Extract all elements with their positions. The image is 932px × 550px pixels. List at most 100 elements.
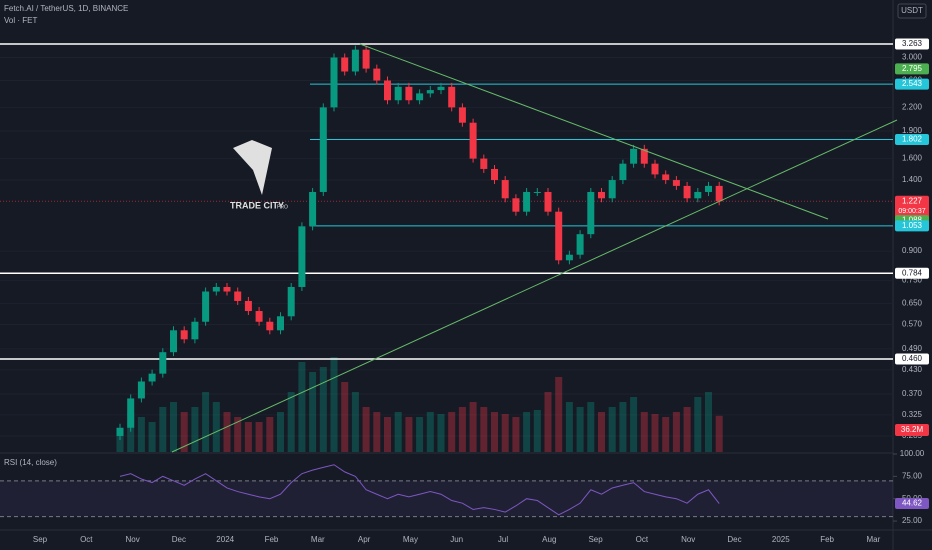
candle-body <box>662 174 670 181</box>
candle-body <box>191 321 199 340</box>
symbol-title[interactable]: Fetch.AI / TetherUS, 1D, BINANCE <box>4 4 128 13</box>
volume-bar <box>212 402 220 452</box>
candle-body <box>651 163 659 175</box>
volume-bar <box>630 397 638 452</box>
currency-button[interactable] <box>897 3 927 19</box>
time-label: May <box>403 535 418 544</box>
time-label: Dec <box>172 535 186 544</box>
candle-body <box>608 180 616 199</box>
volume-bar <box>416 417 424 452</box>
candle-body <box>437 86 445 91</box>
time-label: 2025 <box>772 535 790 544</box>
volume-bar <box>458 407 466 452</box>
price-badge <box>895 353 929 365</box>
candle-body <box>319 107 327 192</box>
rsi-line <box>119 464 720 516</box>
price-badge-label: 2.795 <box>902 64 923 73</box>
volume-bar <box>587 402 595 452</box>
price-tick-label: 1.400 <box>902 175 923 184</box>
volume-bar <box>127 412 135 452</box>
volume-bar <box>555 377 563 452</box>
candle-body <box>715 185 723 202</box>
candle-body <box>341 57 349 72</box>
time-label: Feb <box>265 535 279 544</box>
candle-body <box>277 316 284 331</box>
candle-body <box>544 191 552 212</box>
price-badge-label: 1.227 <box>902 196 923 205</box>
volume-bar <box>501 414 509 452</box>
time-label: Mar <box>867 535 881 544</box>
volume-bar <box>512 417 520 452</box>
candle-body <box>255 311 263 322</box>
candle-body <box>384 80 391 101</box>
price-badge <box>895 63 929 75</box>
candle-body <box>523 191 531 212</box>
volume-bar <box>309 372 317 452</box>
price-badge-label: 0.784 <box>902 268 923 277</box>
volume-bar <box>170 402 177 452</box>
time-label: Mar <box>311 535 325 544</box>
candle-body <box>116 427 124 436</box>
volume-bar <box>405 417 413 452</box>
candle-body <box>598 191 605 199</box>
volume-bar <box>523 412 531 452</box>
candle-body <box>298 226 306 287</box>
time-label: 2024 <box>216 535 234 544</box>
candle-body <box>309 191 317 227</box>
time-label: Jun <box>450 535 463 544</box>
candle-body <box>694 191 702 199</box>
logo-text: TRADE CITY <box>230 200 284 210</box>
price-badge-label: 1.053 <box>902 221 923 230</box>
candle-body <box>170 330 177 353</box>
rsi-title[interactable]: RSI (14, close) <box>4 458 57 467</box>
volume-bar <box>330 357 338 452</box>
candle-body <box>234 291 242 301</box>
volume-bar <box>619 402 627 452</box>
time-label: Nov <box>681 535 695 544</box>
time-label: Oct <box>636 535 649 544</box>
price-badge-label: 0.460 <box>902 354 923 363</box>
rsi-tick-label: 75.00 <box>902 471 923 480</box>
volume-title[interactable]: Vol · FET <box>4 16 37 25</box>
time-label: Apr <box>358 535 371 544</box>
volume-bar <box>662 417 670 452</box>
volume-bar <box>159 407 167 452</box>
candle-body <box>180 330 188 340</box>
volume-bar <box>544 392 552 452</box>
time-label: Dec <box>727 535 741 544</box>
price-tick-label: 0.900 <box>902 246 923 255</box>
candle-body <box>244 300 252 312</box>
volume-bar <box>137 417 145 452</box>
price-tick-label: 0.370 <box>902 389 923 398</box>
candle-body <box>202 291 210 322</box>
trendline <box>171 119 898 453</box>
price-tick-label: 0.430 <box>902 365 923 374</box>
currency[interactable]: USDT <box>901 6 923 15</box>
volume-bar <box>437 414 445 452</box>
volume-bar <box>191 407 199 452</box>
volume-bar <box>180 412 188 452</box>
rsi-band <box>0 480 893 517</box>
volume-bar <box>255 422 263 452</box>
volume-bar <box>565 402 573 452</box>
candle-body <box>555 211 563 261</box>
price-badge <box>895 220 929 232</box>
candle-body <box>512 198 520 212</box>
rsi-badge-label: 44.62 <box>902 499 923 508</box>
volume-bar <box>202 392 210 452</box>
volume-bar <box>277 412 284 452</box>
candle-body <box>448 86 456 108</box>
candle-body <box>426 90 434 94</box>
time-label: Aug <box>542 535 556 544</box>
candle-body <box>565 254 573 261</box>
time-label: Sep <box>33 535 48 544</box>
volume-bar <box>351 392 359 452</box>
volume-bar <box>672 412 680 452</box>
candle-body <box>480 158 488 169</box>
volume-bar <box>384 417 391 452</box>
candle-body <box>458 107 466 123</box>
volume-bar <box>116 432 124 452</box>
price-tick-label: 0.325 <box>902 410 923 419</box>
logo-icon <box>233 140 272 195</box>
